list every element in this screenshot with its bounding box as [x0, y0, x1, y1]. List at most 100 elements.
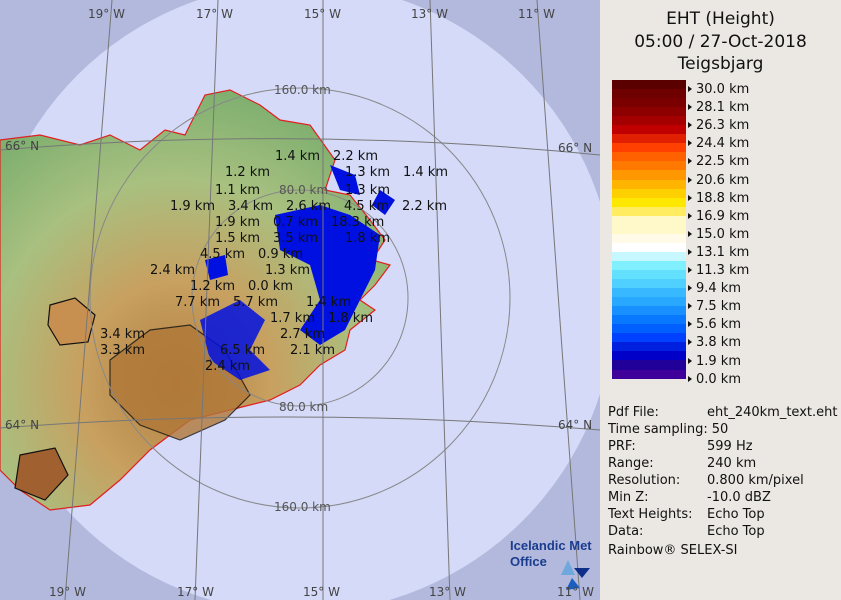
- echo-height-label: 0.7 km: [273, 215, 318, 230]
- info-row: Data: Echo Top: [608, 524, 765, 539]
- scale-tick-label: 1.9 km: [688, 354, 741, 369]
- datetime: 05:00 / 27-Oct-2018: [634, 32, 807, 52]
- iceland-landmass: [0, 89, 392, 511]
- echo-height-label: 1.4 km: [275, 149, 320, 164]
- echo-height-label: 5.7 km: [233, 295, 278, 310]
- latitude-label: 64° N: [558, 418, 593, 432]
- info-key: Resolution:: [608, 473, 681, 488]
- echo-height-label: 1.7 km: [270, 311, 315, 326]
- scale-tick-label: 13.1 km: [688, 245, 749, 260]
- range-ring-label: 80.0 km: [279, 400, 329, 414]
- latitude-label: 66° N: [5, 139, 40, 153]
- echo-height-label: 1.3 km: [265, 263, 310, 278]
- echo-height-label: 1.4 km: [403, 165, 448, 180]
- longitude-label: 15° W: [303, 585, 340, 599]
- echo-height-label: 2.6 km: [286, 199, 331, 214]
- echo-height-label: 4.5 km: [344, 199, 389, 214]
- echo-height-label: 0.9 km: [258, 247, 303, 262]
- scale-tick-label: 9.4 km: [688, 281, 741, 296]
- echo-height-label: 1.4 km: [306, 295, 351, 310]
- echo-height-label: 7.7 km: [175, 295, 220, 310]
- longitude-label: 19° W: [49, 585, 86, 599]
- scale-swatch: [612, 224, 686, 234]
- scale-tick-label: 20.6 km: [688, 173, 749, 188]
- scale-tick-label: 5.6 km: [688, 317, 741, 332]
- longitude-label: 17° W: [177, 585, 214, 599]
- scale-swatch: [612, 369, 686, 379]
- echo-height-label: 4.5 km: [200, 247, 245, 262]
- scale-swatch: [612, 288, 686, 298]
- echo-height-label: 18.3 km: [331, 215, 385, 230]
- scale-tick-label: 22.5 km: [688, 154, 749, 169]
- scale-tick-label: 15.0 km: [688, 227, 749, 242]
- info-row: Text Heights: Echo Top: [608, 507, 765, 522]
- scale-swatch: [612, 161, 686, 171]
- scale-swatch: [612, 260, 686, 270]
- longitude-label: 17° W: [196, 7, 233, 21]
- scale-swatch: [612, 116, 686, 126]
- scale-tick-label: 28.1 km: [688, 100, 749, 115]
- legend-panel: EHT (Height) 05:00 / 27-Oct-2018 Teigsbj…: [600, 0, 841, 600]
- range-ring-label: 80.0 km: [279, 183, 329, 197]
- info-value: Echo Top: [707, 507, 765, 522]
- scale-tick-label: 26.3 km: [688, 118, 749, 133]
- scale-swatch: [612, 269, 686, 280]
- info-row: Time sampling: 50: [608, 422, 728, 437]
- echo-height-label: 3.4 km: [100, 327, 145, 342]
- echo-height-label: 2.4 km: [205, 359, 250, 374]
- echo-height-label: 1.1 km: [215, 183, 260, 198]
- scale-swatch: [612, 351, 686, 361]
- scale-swatch: [612, 98, 686, 108]
- scale-swatch: [612, 80, 686, 90]
- scale-tick-label: 11.3 km: [688, 263, 749, 278]
- echo-height-label: 1.9 km: [215, 215, 260, 230]
- info-value: 0.800 km/pixel: [707, 473, 804, 488]
- range-rings: [89, 87, 511, 509]
- product-title: EHT (Height): [666, 9, 775, 29]
- scale-swatch: [612, 143, 686, 153]
- echo-height-label: 1.3 km: [345, 183, 390, 198]
- info-row: PRF: 599 Hz: [608, 439, 753, 454]
- logo-text: Office: [510, 554, 547, 569]
- info-row: Min Z: -10.0 dBZ: [608, 490, 771, 505]
- echo-height-label: 1.5 km: [215, 231, 260, 246]
- scale-swatch: [612, 306, 686, 316]
- scale-swatch: [612, 125, 686, 135]
- scale-swatch: [612, 279, 686, 289]
- longitude-label: 13° W: [429, 585, 466, 599]
- scale-tick-label: 30.0 km: [688, 82, 749, 97]
- scale-swatch: [612, 89, 686, 99]
- echo-height-label: 3.5 km: [273, 231, 318, 246]
- echo-height-label: 2.1 km: [290, 343, 335, 358]
- echo-height-label: 0.0 km: [248, 279, 293, 294]
- info-row: Resolution: 0.800 km/pixel: [608, 473, 804, 488]
- echo-height-label: 2.7 km: [280, 327, 325, 342]
- longitude-label: 13° W: [411, 7, 448, 21]
- graticule: [0, 0, 600, 600]
- scale-swatch: [612, 251, 686, 261]
- info-value: Echo Top: [707, 524, 765, 539]
- scale-swatch: [612, 197, 686, 207]
- echo-height-label: 3.3 km: [100, 343, 145, 358]
- scale-swatch: [612, 297, 686, 307]
- echo-height-label: 2.2 km: [333, 149, 378, 164]
- info-key: Time sampling:: [608, 422, 708, 437]
- scale-swatch: [612, 342, 686, 352]
- scale-swatch: [612, 152, 686, 162]
- scale-swatch: [612, 333, 686, 343]
- scale-tick-label: 16.9 km: [688, 209, 749, 224]
- scale-swatch: [612, 188, 686, 198]
- echo-height-label: 3.4 km: [228, 199, 273, 214]
- longitude-label: 11° W: [557, 585, 594, 599]
- info-key: Min Z:: [608, 490, 649, 505]
- info-value: 50: [711, 422, 729, 437]
- echo-height-label: 2.4 km: [150, 263, 195, 278]
- scale-swatch: [612, 134, 686, 144]
- radar-map[interactable]: 160.0 km 80.0 km 80.0 km 160.0 km 19° W …: [0, 0, 600, 600]
- scale-swatch: [612, 179, 686, 189]
- color-scale: [612, 80, 686, 379]
- echo-height-label: 1.8 km: [345, 231, 390, 246]
- longitude-label: 11° W: [518, 7, 555, 21]
- scale-swatch: [612, 315, 686, 325]
- info-value: eht_240km_text.eht: [707, 405, 838, 420]
